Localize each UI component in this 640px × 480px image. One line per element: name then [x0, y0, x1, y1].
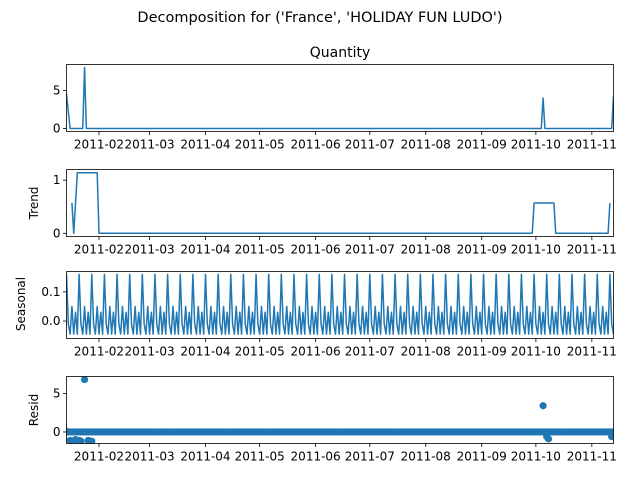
resid-xtick-label: 2011-11 — [567, 450, 617, 464]
seasonal-xtick-label: 2011-07 — [345, 345, 395, 359]
trend-ytick-label: 1 — [53, 173, 61, 187]
subplot-seasonal-lines — [66, 273, 614, 335]
trend-xtick-label: 2011-02 — [74, 243, 124, 257]
quantity-xtick-label: 2011-03 — [124, 138, 174, 152]
trend-xtick-label: 2011-03 — [124, 243, 174, 257]
resid-point — [544, 435, 553, 443]
resid-point — [77, 437, 85, 444]
subplot-trend: Trend 01 2011-02 2011-03 2011-04 2011-05 201… — [27, 169, 617, 257]
resid-point — [80, 376, 89, 384]
resid-xtick-label: 2011-02 — [74, 450, 124, 464]
subplot-seasonal-xticks: 2011-02 2011-03 2011-04 2011-05 2011-06 2011-… — [74, 338, 617, 359]
resid-xtick-label: 2011-06 — [291, 450, 341, 464]
subplot-quantity-frame — [66, 64, 614, 132]
resid-point — [66, 427, 71, 435]
quantity-xtick-label: 2011-05 — [235, 138, 285, 152]
quantity-xtick-label: 2011-08 — [401, 138, 451, 152]
subplot-trend-xticks: 2011-02 2011-03 2011-04 2011-05 2011-06 2011-… — [74, 236, 617, 257]
subplot-quantity: Quantity 05 2011-02 2011-03 2011-04 2011-05… — [53, 45, 617, 152]
subplot-quantity-title: Quantity — [310, 45, 371, 61]
quantity-xtick-label: 2011-07 — [345, 138, 395, 152]
subplot-resid-points — [66, 376, 614, 444]
resid-ytick-label: 5 — [53, 386, 61, 400]
subplot-trend-lines — [71, 171, 611, 235]
seasonal-ytick-label: 0.1 — [41, 285, 60, 299]
trend-xtick-label: 2011-11 — [567, 243, 617, 257]
quantity-xtick-label: 2011-04 — [180, 138, 230, 152]
subplot-seasonal-frame — [66, 271, 614, 339]
quantity-xtick-label: 2011-06 — [291, 138, 341, 152]
resid-xtick-label: 2011-10 — [511, 450, 561, 464]
quantity-xtick-label: 2011-10 — [511, 138, 561, 152]
subplot-resid: Resid 05 2011-02 2011-03 2011-04 2011-05 201… — [27, 376, 617, 464]
seasonal-series-line — [66, 273, 614, 335]
seasonal-ytick-label: 0.0 — [41, 314, 60, 328]
quantity-series-line — [66, 66, 614, 130]
trend-xtick-label: 2011-10 — [511, 243, 561, 257]
resid-xtick-label: 2011-09 — [457, 450, 507, 464]
subplot-trend-ylabel: Trend — [27, 187, 41, 221]
subplot-quantity-lines — [66, 66, 614, 130]
quantity-xtick-label: 2011-11 — [567, 138, 617, 152]
subplot-resid-yticks: 05 — [53, 386, 67, 439]
subplot-seasonal-ylabel: Seasonal — [14, 277, 28, 331]
seasonal-xtick-label: 2011-05 — [235, 345, 285, 359]
subplot-seasonal: Seasonal 0.00.1 2011-02 2011-03 2011-04 201… — [14, 271, 617, 359]
subplot-seasonal-yticks: 0.0 0.1 — [41, 285, 67, 328]
subplot-quantity-yticks: 05 — [53, 83, 67, 135]
quantity-ytick-label: 5 — [53, 83, 61, 97]
quantity-ytick-label: 0 — [53, 121, 61, 135]
figure-suptitle: Decomposition for ('France', 'HOLIDAY FU… — [137, 10, 502, 26]
trend-xtick-label: 2011-05 — [235, 243, 285, 257]
trend-xtick-label: 2011-06 — [291, 243, 341, 257]
subplot-resid-xticks: 2011-02 2011-03 2011-04 2011-05 2011-06 2011-… — [74, 443, 617, 464]
seasonal-xtick-label: 2011-11 — [567, 345, 617, 359]
resid-xtick-label: 2011-05 — [235, 450, 285, 464]
subplot-trend-yticks: 01 — [53, 173, 67, 240]
quantity-xtick-label: 2011-09 — [457, 138, 507, 152]
seasonal-xtick-label: 2011-03 — [124, 345, 174, 359]
resid-xtick-label: 2011-07 — [345, 450, 395, 464]
trend-ytick-label: 0 — [53, 226, 61, 240]
trend-xtick-label: 2011-08 — [401, 243, 451, 257]
subplot-resid-ylabel: Resid — [27, 394, 41, 426]
subplot-quantity-xticks: 2011-02 2011-03 2011-04 2011-05 2011-06 2011-… — [74, 131, 617, 152]
subplot-trend-frame — [66, 169, 614, 237]
resid-point — [608, 432, 614, 441]
resid-point — [539, 402, 547, 410]
seasonal-xtick-label: 2011-04 — [180, 345, 230, 359]
resid-xtick-label: 2011-03 — [124, 450, 174, 464]
resid-xtick-label: 2011-04 — [180, 450, 230, 464]
seasonal-xtick-label: 2011-09 — [457, 345, 507, 359]
resid-xtick-label: 2011-08 — [401, 450, 451, 464]
trend-xtick-label: 2011-09 — [457, 243, 507, 257]
seasonal-xtick-label: 2011-10 — [511, 345, 561, 359]
resid-ytick-label: 0 — [53, 425, 61, 439]
seasonal-xtick-label: 2011-02 — [74, 345, 124, 359]
trend-series-line — [71, 171, 611, 235]
seasonal-xtick-label: 2011-08 — [401, 345, 451, 359]
subplot-resid-frame — [66, 376, 614, 444]
trend-xtick-label: 2011-04 — [180, 243, 230, 257]
seasonal-xtick-label: 2011-06 — [291, 345, 341, 359]
quantity-xtick-label: 2011-02 — [74, 138, 124, 152]
trend-xtick-label: 2011-07 — [345, 243, 395, 257]
resid-point — [88, 437, 96, 444]
